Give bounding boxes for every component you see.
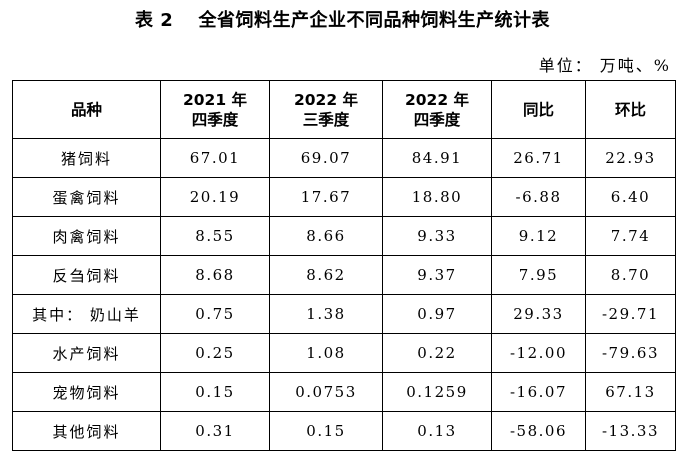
cell-2022-q4: 0.97	[382, 294, 492, 334]
table-row: 其他饲料 0.31 0.15 0.13 -58.06 -13.33	[12, 411, 676, 451]
cell-qoq: 6.40	[585, 177, 676, 217]
table-row: 蛋禽饲料 20.19 17.67 18.80 -6.88 6.40	[12, 177, 676, 217]
cell-2022-q4: 9.33	[382, 216, 492, 256]
cell-2021-q4: 8.55	[160, 216, 270, 256]
header-variety-label: 品种	[70, 100, 102, 119]
header-2021-q4: 2021 年 四季度	[160, 80, 270, 139]
header-qoq-label: 环比	[614, 100, 646, 119]
cell-yoy: -12.00	[491, 333, 586, 373]
cell-2022-q3: 69.07	[269, 138, 383, 178]
feed-production-table: 品种 2021 年 四季度 2022 年 三季度 2022 年 四季度 同比 环…	[12, 80, 676, 451]
cell-2021-q4: 0.31	[160, 411, 270, 451]
header-year: 2021 年	[182, 90, 248, 109]
cell-variety: 反刍饲料	[12, 255, 161, 295]
cell-2022-q3: 1.08	[269, 333, 383, 373]
cell-variety: 水产饲料	[12, 333, 161, 373]
header-yoy: 同比	[491, 80, 586, 139]
cell-yoy: 26.71	[491, 138, 586, 178]
header-quarter: 四季度	[191, 110, 239, 129]
cell-qoq: -79.63	[585, 333, 676, 373]
cell-2022-q4: 18.80	[382, 177, 492, 217]
cell-yoy: -16.07	[491, 372, 586, 412]
cell-2022-q3: 0.15	[269, 411, 383, 451]
cell-yoy: -6.88	[491, 177, 586, 217]
cell-2022-q4: 9.37	[382, 255, 492, 295]
cell-yoy: 9.12	[491, 216, 586, 256]
cell-yoy: -58.06	[491, 411, 586, 451]
table-row: 猪饲料 67.01 69.07 84.91 26.71 22.93	[12, 138, 676, 178]
cell-qoq: 8.70	[585, 255, 676, 295]
table-title: 表 2 全省饲料生产企业不同品种饲料生产统计表	[134, 10, 551, 31]
header-yoy-label: 同比	[522, 100, 554, 119]
table-row: 宠物饲料 0.15 0.0753 0.1259 -16.07 67.13	[12, 372, 676, 412]
cell-2021-q4: 0.75	[160, 294, 270, 334]
cell-2022-q3: 8.66	[269, 216, 383, 256]
cell-2021-q4: 20.19	[160, 177, 270, 217]
header-year: 2022 年	[293, 90, 359, 109]
cell-variety: 其他饲料	[12, 411, 161, 451]
header-row: 品种 2021 年 四季度 2022 年 三季度 2022 年 四季度 同比 环…	[12, 80, 676, 139]
cell-2022-q4: 0.22	[382, 333, 492, 373]
cell-variety: 宠物饲料	[12, 372, 161, 412]
cell-variety: 猪饲料	[12, 138, 161, 178]
table-row: 水产饲料 0.25 1.08 0.22 -12.00 -79.63	[12, 333, 676, 373]
cell-2022-q3: 17.67	[269, 177, 383, 217]
cell-2022-q3: 0.0753	[269, 372, 383, 412]
cell-yoy: 7.95	[491, 255, 586, 295]
cell-qoq: 22.93	[585, 138, 676, 178]
header-2022-q3: 2022 年 三季度	[269, 80, 383, 139]
cell-qoq: 7.74	[585, 216, 676, 256]
header-2022-q4: 2022 年 四季度	[382, 80, 492, 139]
header-quarter: 四季度	[413, 110, 461, 129]
cell-qoq: 67.13	[585, 372, 676, 412]
cell-2021-q4: 8.68	[160, 255, 270, 295]
table-row: 反刍饲料 8.68 8.62 9.37 7.95 8.70	[12, 255, 676, 295]
table-row: 其中： 奶山羊 0.75 1.38 0.97 29.33 -29.71	[12, 294, 676, 334]
cell-qoq: -29.71	[585, 294, 676, 334]
table-row: 肉禽饲料 8.55 8.66 9.33 9.12 7.74	[12, 216, 676, 256]
header-quarter: 三季度	[302, 110, 350, 129]
cell-qoq: -13.33	[585, 411, 676, 451]
header-year: 2022 年	[404, 90, 470, 109]
cell-variety: 蛋禽饲料	[12, 177, 161, 217]
cell-yoy: 29.33	[491, 294, 586, 334]
cell-2022-q4: 0.13	[382, 411, 492, 451]
cell-variety: 其中： 奶山羊	[12, 294, 161, 334]
cell-variety: 肉禽饲料	[12, 216, 161, 256]
cell-2022-q3: 8.62	[269, 255, 383, 295]
cell-2022-q3: 1.38	[269, 294, 383, 334]
cell-2021-q4: 0.25	[160, 333, 270, 373]
header-qoq: 环比	[585, 80, 676, 139]
cell-2021-q4: 67.01	[160, 138, 270, 178]
unit-note: 单位： 万吨、%	[538, 56, 671, 75]
cell-2021-q4: 0.15	[160, 372, 270, 412]
header-variety: 品种	[12, 80, 161, 139]
cell-2022-q4: 0.1259	[382, 372, 492, 412]
cell-2022-q4: 84.91	[382, 138, 492, 178]
